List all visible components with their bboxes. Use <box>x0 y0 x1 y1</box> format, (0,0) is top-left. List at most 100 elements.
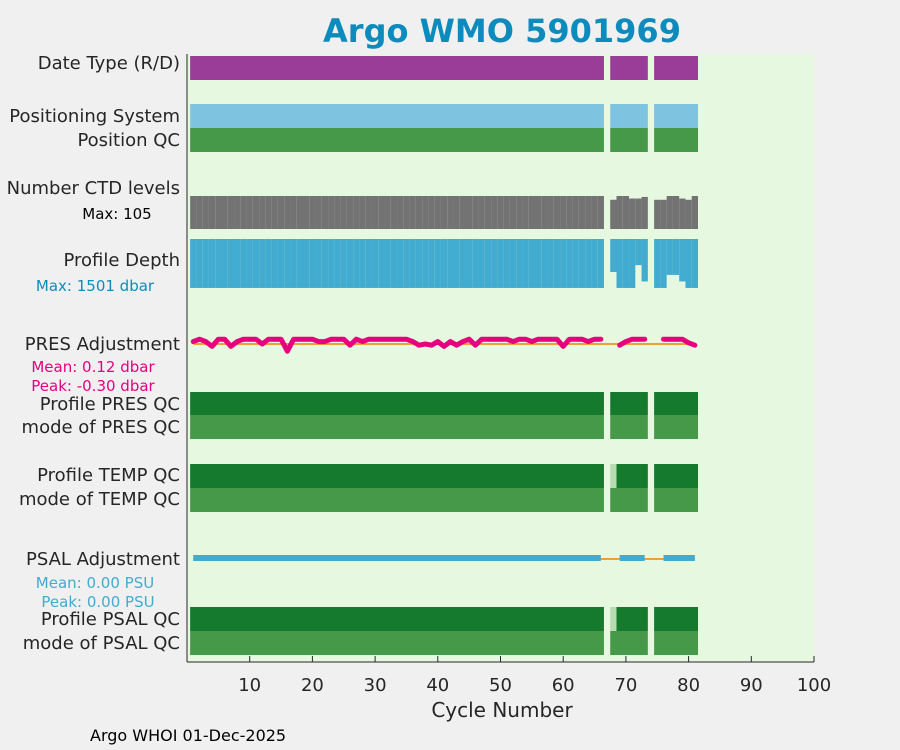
profile-depth-bar <box>547 239 554 288</box>
ctd-level-bar <box>572 196 579 229</box>
ctd-level-bar <box>240 196 247 229</box>
profile-depth-bar <box>252 239 260 288</box>
profile-depth-bar <box>459 239 467 288</box>
ctd-level-bar <box>503 196 510 229</box>
depth-max-label: Max: 1501 dbar <box>36 277 155 295</box>
profile-psal-qc-light-bar <box>610 607 617 631</box>
profile-depth-bar <box>610 239 617 272</box>
profile-depth-bar <box>641 239 648 282</box>
pres-adjustment-line <box>617 336 648 348</box>
profile-depth-bar <box>654 239 661 288</box>
profile-depth-bar <box>302 239 310 288</box>
profile-psal-qc-bar <box>190 607 604 631</box>
profile-depth-bar <box>240 239 247 288</box>
ctd-level-bar <box>534 196 542 229</box>
data-type-bar <box>190 56 604 80</box>
ctd-level-bar <box>221 196 228 229</box>
profile-depth-bar <box>328 239 335 288</box>
ctd-level-bar <box>208 196 216 229</box>
profile-depth-bar <box>566 239 573 288</box>
ctd-level-bar <box>541 196 548 229</box>
ctd-level-bar <box>259 196 266 229</box>
profile-depth-bar <box>353 239 360 288</box>
profile-depth-bar <box>296 239 303 288</box>
ctd-level-bar <box>641 196 648 229</box>
ctd-level-bar <box>566 196 573 229</box>
ctd-level-bar <box>528 196 535 229</box>
ctd-level-bar <box>296 196 303 229</box>
ctd-level-bar <box>309 196 316 229</box>
profile-depth-bar <box>541 239 548 288</box>
x-tick-label: 80 <box>677 675 700 696</box>
profile-depth-bar <box>497 239 504 288</box>
profile-depth-bar <box>691 239 699 288</box>
profile-pres-qc-bar <box>190 392 604 415</box>
x-tick-label: 50 <box>489 675 512 696</box>
profile-temp-qc-bar <box>616 464 648 488</box>
profile-depth-bar <box>629 239 636 288</box>
profile-depth-bar <box>259 239 266 288</box>
ctd-level-bar <box>403 196 410 229</box>
ctd-max-label: Max: 105 <box>82 205 151 223</box>
profile-depth-bar <box>321 239 329 288</box>
profile-depth-bar <box>403 239 410 288</box>
ctd-level-bar <box>378 196 385 229</box>
x-tick-label: 10 <box>238 675 261 696</box>
profile-depth-bar <box>409 239 416 288</box>
ctd-level-bar <box>290 196 297 229</box>
psal-peak-label: Peak: 0.00 PSU <box>41 593 154 611</box>
profile-depth-bar <box>440 239 448 288</box>
ctd-level-bar <box>334 196 341 229</box>
pres-adjustment-label: PRES Adjustment <box>25 334 180 355</box>
ctd-level-bar <box>616 196 623 229</box>
profile-depth-bar <box>271 239 278 288</box>
profile-depth-bar <box>560 239 567 288</box>
profile-depth-bar <box>397 239 404 288</box>
profile-depth-bar <box>672 239 680 275</box>
profile-depth-bar <box>215 239 222 288</box>
ctd-level-bar <box>553 196 561 229</box>
profile-psal-qc-label: Profile PSAL QC <box>41 609 180 630</box>
ctd-level-bar <box>560 196 567 229</box>
ctd-level-bar <box>346 196 354 229</box>
ctd-level-bar <box>629 198 636 229</box>
profile-depth-bar <box>365 239 372 288</box>
profile-depth-bar <box>578 239 586 288</box>
profile-depth-bar <box>472 239 479 288</box>
profile-depth-bar <box>202 239 209 288</box>
ctd-level-bar <box>591 196 598 229</box>
ctd-level-bar <box>434 196 441 229</box>
pres-peak-label: Peak: -0.30 dbar <box>31 377 155 395</box>
mode-psal-qc-bar <box>190 631 604 655</box>
profile-depth-bar <box>290 239 297 288</box>
ctd-level-bar <box>202 196 209 229</box>
profile-depth-bar <box>415 239 423 288</box>
profile-depth-bar <box>591 239 598 288</box>
profile-depth-bar <box>334 239 341 288</box>
ctd-level-bar <box>585 196 592 229</box>
ctd-level-bar <box>679 198 686 229</box>
ctd-level-bar <box>478 196 485 229</box>
profile-depth-bar <box>371 239 379 288</box>
ctd-level-bar <box>472 196 479 229</box>
profile-psal-qc-bar <box>654 607 699 631</box>
profile-depth-bar <box>346 239 354 288</box>
data-type-bar <box>610 56 648 80</box>
ctd-level-bar <box>635 198 642 229</box>
ctd-level-bar <box>672 196 680 229</box>
data-lines <box>190 336 698 561</box>
pres-mean-label: Mean: 0.12 dbar <box>31 358 155 376</box>
profile-psal-qc-bar <box>616 607 648 631</box>
ctd-level-bar <box>415 196 423 229</box>
ctd-level-bar <box>491 196 498 229</box>
profile-depth-bar <box>190 239 197 288</box>
mode-temp-qc-bar <box>190 488 604 512</box>
ctd-level-bar <box>302 196 310 229</box>
ctd-level-bar <box>622 196 630 229</box>
profile-pres-qc-bar <box>654 392 699 415</box>
ctd-level-bar <box>509 196 517 229</box>
profile-depth-bar <box>309 239 316 288</box>
mode-temp-qc-label: mode of TEMP QC <box>19 489 180 510</box>
